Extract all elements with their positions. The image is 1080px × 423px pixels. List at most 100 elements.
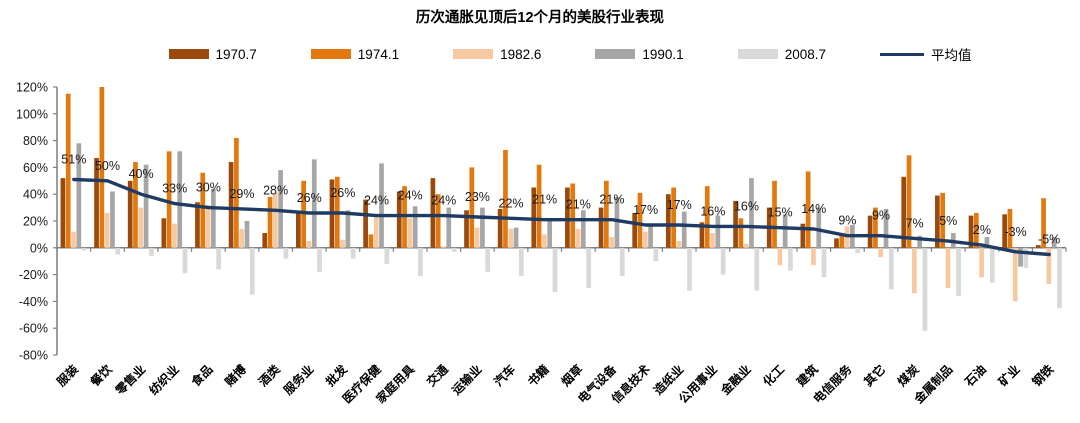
bar-2008.7-建筑 (821, 247, 827, 278)
avg-data-label: 7% (906, 216, 924, 230)
bar-2008.7-酒类 (283, 247, 289, 259)
legend-item-2008.7: 2008.7 (737, 47, 826, 62)
x-category-label: 纺织业 (146, 362, 182, 398)
bar-1982.6-纺织业 (172, 223, 177, 248)
y-tick-label: -20% (19, 268, 48, 282)
legend-label: 平均值 (930, 48, 972, 63)
bar-1982.6-钢铁 (1046, 247, 1052, 284)
bar-1974.1-化工 (772, 180, 777, 248)
bar-1990.1-食品 (211, 188, 216, 248)
legend-swatch (737, 49, 778, 59)
bar-1974.1-电气设备 (604, 180, 609, 248)
bar-2008.7-家庭用具 (418, 247, 423, 276)
y-tick-label: -40% (19, 295, 48, 309)
bar-1982.6-信息技术 (642, 231, 648, 248)
bar-1990.1-信息技术 (648, 226, 653, 248)
bar-1974.1-赌博 (234, 137, 239, 248)
x-category-label: 书籍 (524, 362, 552, 390)
bar-1970.7-电气设备 (598, 207, 604, 248)
bar-1974.1-医疗保健 (368, 234, 374, 248)
bar-1970.7-食品 (195, 202, 200, 248)
bar-1970.7-信息技术 (632, 212, 638, 248)
y-tick-label: 80% (23, 134, 48, 148)
bar-1982.6-书籍 (542, 234, 547, 248)
bar-1990.1-批发 (345, 210, 351, 248)
x-category-label: 酒类 (255, 361, 283, 389)
bar-2008.7-信息技术 (653, 247, 659, 262)
avg-data-label: 17% (667, 198, 692, 212)
bar-1970.7-交通 (430, 178, 436, 248)
avg-data-label: 14% (801, 202, 826, 216)
bar-1982.6-食品 (205, 204, 211, 248)
x-category-label: 运输业 (448, 362, 484, 398)
bar-1970.7-服务业 (296, 211, 301, 248)
bar-1970.7-纺织业 (161, 218, 167, 248)
avg-data-label: 51% (61, 152, 86, 166)
bar-1990.1-家庭用具 (412, 206, 418, 248)
bar-2008.7-汽车 (519, 247, 524, 276)
bar-2008.7-钢铁 (1057, 247, 1062, 309)
legend-swatch (168, 49, 209, 59)
legend-label: 1982.6 (500, 46, 542, 62)
y-tick-label: 60% (23, 161, 48, 175)
avg-data-label: 28% (263, 183, 288, 197)
bar-2008.7-交通 (451, 247, 457, 252)
bar-1970.7-金属制品 (935, 195, 940, 248)
legend-item-1990.1: 1990.1 (595, 47, 684, 62)
bar-1974.1-零售业 (133, 162, 138, 248)
bar-1970.7-医疗保健 (363, 199, 368, 248)
y-tick-label: 20% (23, 215, 48, 229)
avg-data-label: 21% (599, 193, 624, 207)
avg-data-label: 16% (700, 204, 725, 218)
x-category-label: 服装 (53, 362, 81, 390)
bar-1970.7-运输业 (464, 210, 469, 248)
bar-1970.7-汽车 (497, 208, 503, 248)
y-tick-label: 100% (16, 107, 48, 121)
bar-1990.1-交通 (446, 207, 452, 248)
x-category-label: 赌博 (221, 362, 249, 390)
bar-2008.7-书籍 (552, 247, 558, 293)
legend: 1970.7 1974.1 1982.6 1990.1 2008.7 平均值 (100, 44, 1040, 64)
bar-1974.1-餐饮 (99, 87, 105, 248)
legend-item-1970.7: 1970.7 (168, 47, 257, 62)
bar-1974.1-运输业 (469, 167, 475, 248)
bar-2008.7-零售业 (149, 247, 154, 256)
bar-1982.6-服装 (71, 231, 76, 248)
bar-2008.7-电气设备 (619, 247, 625, 276)
bar-2008.7-矿业 (1023, 247, 1029, 268)
y-tick-label: -80% (19, 349, 48, 363)
bar-1970.7-钢铁 (1035, 245, 1041, 248)
avg-data-label: 21% (532, 193, 557, 207)
bar-1970.7-零售业 (127, 180, 133, 248)
avg-data-label: 16% (734, 199, 759, 213)
bar-1990.1-钢铁 (1051, 237, 1057, 248)
bar-1974.1-烟草 (570, 183, 576, 248)
x-category-label: 食品 (187, 362, 215, 390)
legend-swatch (310, 49, 351, 59)
bar-1970.7-其它 (867, 215, 873, 248)
bar-2008.7-其它 (888, 247, 894, 290)
bar-1982.6-其它 (878, 247, 884, 258)
bar-1982.6-金融业 (743, 243, 749, 248)
bar-1990.1-石油 (984, 237, 990, 248)
bar-2008.7-服装 (81, 247, 87, 251)
x-category-label: 石油 (961, 362, 989, 390)
bar-1990.1-矿业 (1018, 247, 1023, 267)
bar-1982.6-石油 (979, 247, 984, 278)
bar-1982.6-酒类 (272, 192, 278, 248)
bar-2008.7-食品 (216, 247, 221, 270)
bar-1982.6-汽车 (508, 229, 514, 248)
x-category-label: 金融业 (717, 362, 754, 399)
bar-1970.7-餐饮 (94, 158, 99, 248)
bar-2008.7-批发 (350, 247, 356, 259)
x-category-label: 餐饮 (87, 361, 115, 389)
bar-2008.7-金属制品 (956, 247, 961, 297)
bar-1974.1-煤炭 (906, 155, 912, 248)
bar-1990.1-服装 (76, 143, 82, 248)
bar-2008.7-纺织业 (182, 247, 188, 274)
bar-1990.1-其它 (883, 208, 889, 248)
bar-1974.1-书籍 (536, 164, 542, 248)
bar-2008.7-造纸业 (687, 247, 692, 291)
